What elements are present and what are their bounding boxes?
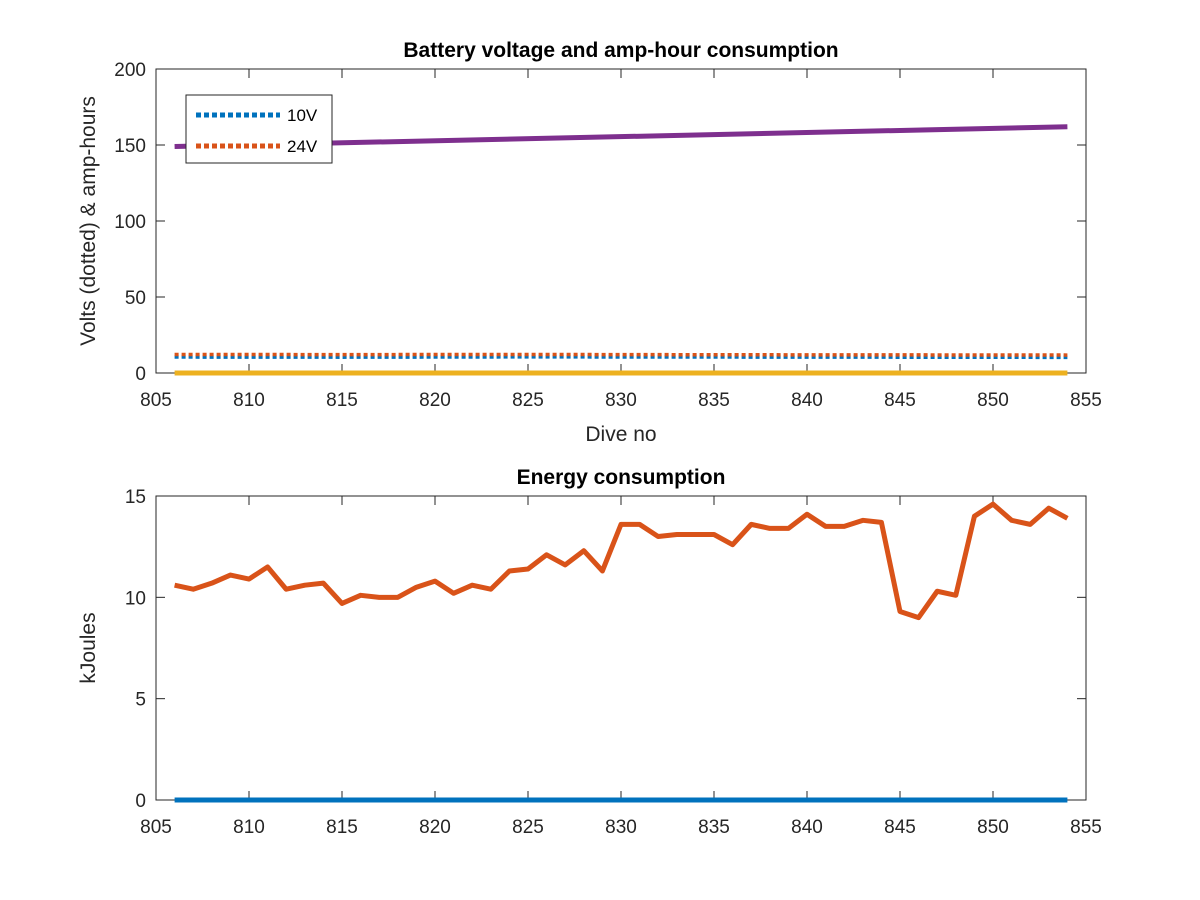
x-tick-label: 815 [326,817,358,838]
chart-title: Energy consumption [517,466,726,489]
x-tick-label: 825 [512,390,544,411]
chart-title: Battery voltage and amp-hour consumption [403,39,838,62]
y-tick-label: 5 [135,690,146,711]
x-tick-label: 830 [605,817,637,838]
y-tick-label: 150 [114,136,146,157]
x-tick-label: 835 [698,390,730,411]
x-tick-label: 855 [1070,390,1102,411]
legend: 10V 24V [185,94,333,164]
y-tick-label: 100 [114,212,146,233]
x-tick-label: 850 [977,390,1009,411]
y-axis-label: Volts (dotted) & amp-hours [77,96,100,346]
x-tick-label: 835 [698,817,730,838]
x-tick-label: 830 [605,390,637,411]
x-tick-label: 805 [140,390,172,411]
x-tick-label: 850 [977,817,1009,838]
legend-label: 24V [287,137,318,156]
legend-box [185,94,333,164]
x-tick-label: 815 [326,390,358,411]
x-tick-label: 825 [512,817,544,838]
x-tick-label: 845 [884,390,916,411]
y-tick-label: 50 [125,288,146,309]
chart-battery: 805 810 815 820 825 830 835 840 845 850 855 0 50 100 1… [77,39,1102,446]
y-tick-label: 10 [125,588,146,609]
x-tick-label: 820 [419,390,451,411]
y-tick-label: 0 [135,364,146,385]
x-tick-label: 810 [233,817,265,838]
x-tick-label: 805 [140,817,172,838]
chart-energy: 805 810 815 820 825 830 835 840 845 850 855 0 5 10 15 E… [77,466,1102,838]
x-tick-label: 820 [419,817,451,838]
x-tick-label: 810 [233,390,265,411]
axes-box [155,495,1087,801]
y-tick-label: 200 [114,60,146,81]
y-tick-label: 15 [125,487,146,508]
y-tick-label: 0 [135,791,146,812]
x-tick-label: 855 [1070,817,1102,838]
legend-label: 10V [287,106,318,125]
x-tick-label: 840 [791,390,823,411]
x-tick-label: 845 [884,817,916,838]
y-axis-label: kJoules [77,612,100,683]
x-tick-label: 840 [791,817,823,838]
x-axis-label: Dive no [585,423,656,446]
series-line-0 [174,501,1069,621]
